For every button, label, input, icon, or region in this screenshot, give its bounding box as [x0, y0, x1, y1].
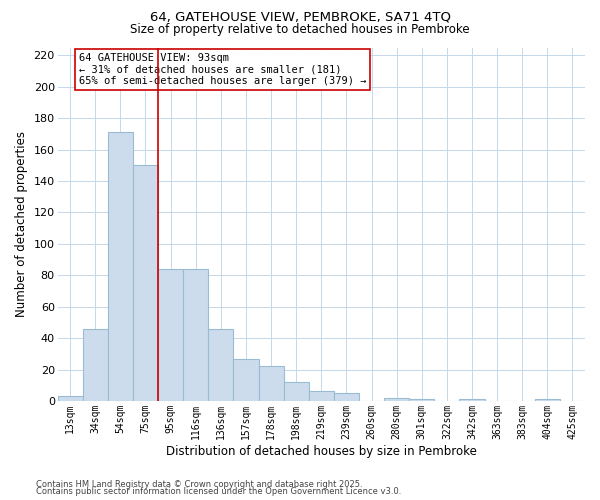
Bar: [309, 392, 334, 401]
Text: 64 GATEHOUSE VIEW: 93sqm
← 31% of detached houses are smaller (181)
65% of semi-: 64 GATEHOUSE VIEW: 93sqm ← 31% of detach…: [79, 53, 366, 86]
X-axis label: Distribution of detached houses by size in Pembroke: Distribution of detached houses by size …: [166, 444, 477, 458]
Bar: [183, 269, 208, 401]
Bar: [108, 132, 133, 401]
Bar: [58, 396, 83, 401]
Bar: [334, 393, 359, 401]
Bar: [133, 166, 158, 401]
Bar: [83, 328, 108, 401]
Bar: [259, 366, 284, 401]
Text: Size of property relative to detached houses in Pembroke: Size of property relative to detached ho…: [130, 22, 470, 36]
Bar: [158, 269, 183, 401]
Bar: [384, 398, 409, 401]
Y-axis label: Number of detached properties: Number of detached properties: [15, 131, 28, 317]
Text: Contains HM Land Registry data © Crown copyright and database right 2025.: Contains HM Land Registry data © Crown c…: [36, 480, 362, 489]
Text: Contains public sector information licensed under the Open Government Licence v3: Contains public sector information licen…: [36, 487, 401, 496]
Bar: [409, 400, 434, 401]
Bar: [460, 400, 485, 401]
Bar: [233, 358, 259, 401]
Bar: [284, 382, 309, 401]
Text: 64, GATEHOUSE VIEW, PEMBROKE, SA71 4TQ: 64, GATEHOUSE VIEW, PEMBROKE, SA71 4TQ: [149, 11, 451, 24]
Bar: [535, 400, 560, 401]
Bar: [208, 328, 233, 401]
